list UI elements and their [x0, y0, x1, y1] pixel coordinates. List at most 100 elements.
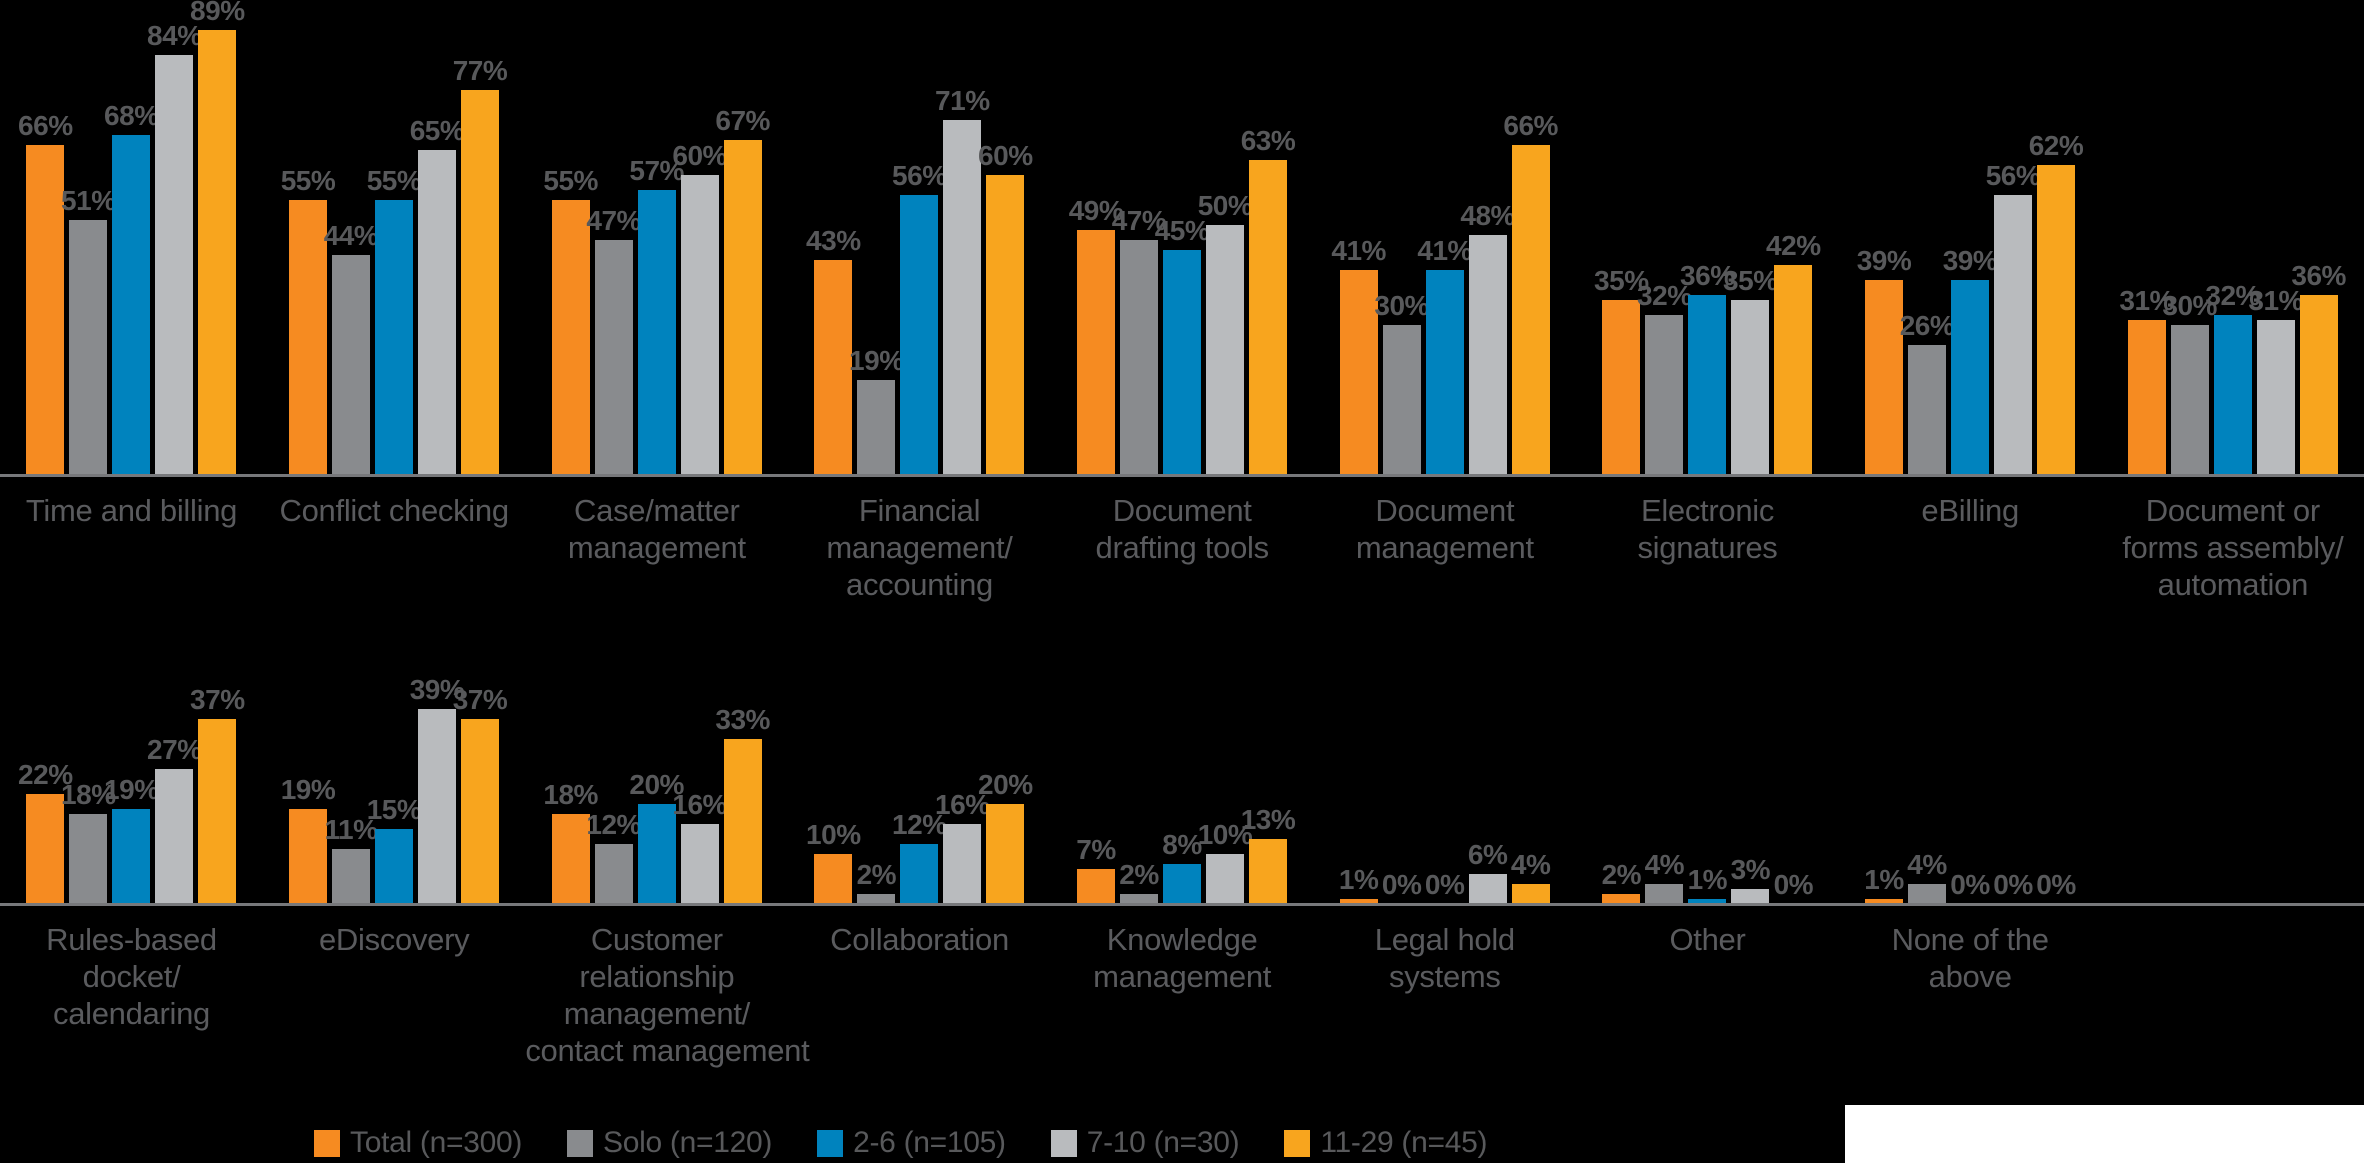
- value-label: 2%: [1119, 859, 1159, 890]
- value-label: 51%: [61, 185, 116, 216]
- bar-solo: 4%: [1907, 851, 1947, 904]
- bar-total: 43%: [806, 227, 861, 475]
- bar-group: 22% 18% 19% 27% 37%: [18, 686, 245, 904]
- bar-total: 41%: [1331, 237, 1386, 475]
- value-label: 13%: [1240, 804, 1296, 835]
- value-label: 41%: [1417, 235, 1472, 266]
- value-label: 16%: [672, 789, 727, 820]
- bar-total: 39%: [1857, 247, 1912, 475]
- bar-2-6: 41%: [1417, 237, 1472, 475]
- value-label: 35%: [1594, 265, 1649, 296]
- bar-group: 49% 47% 45% 50% 63%: [1069, 15, 1296, 475]
- bar-solo: 30%: [1374, 292, 1429, 475]
- value-label: 10%: [1197, 819, 1253, 850]
- bar-group: 55% 47% 57% 60% 67%: [543, 15, 770, 475]
- value-label: 60%: [672, 140, 727, 171]
- value-label: 68%: [104, 100, 159, 131]
- value-label: 37%: [190, 684, 245, 715]
- value-label: 30%: [2162, 290, 2217, 321]
- bar-group: 55% 44% 55% 65% 77%: [281, 15, 508, 475]
- bar-11-29: 13%: [1241, 806, 1296, 904]
- bar-total: 18%: [543, 781, 598, 904]
- x-axis-row-2: [0, 903, 2364, 906]
- white-rectangle: [1845, 1105, 2364, 1163]
- legend-item-solo: Solo (n=120): [567, 1128, 772, 1158]
- bar-2-6: 56%: [892, 162, 947, 475]
- legend-swatch-icon: [817, 1129, 844, 1157]
- value-label: 56%: [1985, 160, 2041, 191]
- value-label: 45%: [1154, 215, 1210, 246]
- bar-11-29: 66%: [1503, 112, 1558, 475]
- bar-group: 2% 4% 1% 3% 0%: [1602, 694, 1814, 904]
- value-label: 11%: [324, 814, 379, 845]
- value-label: 0%: [2036, 869, 2076, 900]
- value-label: 0%: [1993, 869, 2033, 900]
- category-label: Document or forms assembly/ automation: [2122, 493, 2344, 602]
- value-label: 37%: [452, 684, 508, 715]
- value-label: 19%: [849, 345, 904, 376]
- value-label: 67%: [715, 105, 770, 136]
- bar-solo: 30%: [2162, 292, 2217, 475]
- bar-2-6: 32%: [2205, 282, 2260, 475]
- value-label: 56%: [892, 160, 947, 191]
- bar-11-29: 60%: [978, 142, 1033, 475]
- category-label: Document drafting tools: [1095, 493, 1270, 565]
- bar-11-29: 37%: [190, 686, 245, 904]
- category-label: eBilling: [1921, 493, 2019, 528]
- value-label: 27%: [147, 734, 202, 765]
- value-label: 31%: [2119, 285, 2174, 316]
- bar-2-6: 55%: [367, 167, 422, 475]
- value-label: 44%: [323, 220, 379, 251]
- bar-2-6: 8%: [1162, 831, 1202, 904]
- bar-11-29: 36%: [2291, 262, 2346, 475]
- value-label: 3%: [1730, 854, 1771, 885]
- legend-item-7-10: 7-10 (n=30): [1050, 1126, 1240, 1159]
- value-label: 36%: [2291, 260, 2346, 291]
- value-label: 32%: [1637, 280, 1692, 311]
- category-label: Rules-based docket/ calendaring: [46, 922, 217, 1031]
- bar-7-10: 27%: [147, 736, 202, 904]
- bar-solo: 47%: [1112, 207, 1167, 475]
- value-label: 8%: [1162, 829, 1202, 860]
- bar-11-29: 89%: [190, 0, 245, 475]
- value-label: 2%: [856, 859, 897, 890]
- bar-total: 7%: [1076, 836, 1116, 904]
- bar-total: 22%: [18, 761, 73, 904]
- value-label: 47%: [586, 205, 641, 236]
- value-label: 20%: [978, 769, 1033, 800]
- bar-7-10: 10%: [1198, 821, 1253, 904]
- value-label: 22%: [18, 759, 73, 790]
- bar-7-10: 16%: [672, 791, 727, 904]
- category-label: Financial management/ accounting: [826, 493, 1013, 602]
- value-label: 39%: [1856, 245, 1912, 276]
- value-label: 4%: [1644, 849, 1685, 880]
- bar-group: 1% 0% 0% 6% 4%: [1338, 694, 1551, 904]
- bar-2-6: 1%: [1688, 866, 1728, 904]
- bar-solo: 19%: [849, 347, 904, 475]
- legend-label: Total (n=300): [350, 1126, 523, 1159]
- legend-label: 7-10 (n=30): [1086, 1126, 1240, 1159]
- bar-solo: 51%: [61, 187, 116, 475]
- bar-11-29: 37%: [453, 686, 508, 904]
- bar-total: 31%: [2119, 287, 2174, 475]
- bar-7-10: 35%: [1723, 267, 1778, 475]
- category-label: Legal hold systems: [1374, 922, 1515, 994]
- value-label: 10%: [806, 819, 861, 850]
- value-label: 1%: [1338, 864, 1379, 895]
- bar-solo: 26%: [1900, 312, 1955, 475]
- bar-total: 2%: [1602, 861, 1642, 904]
- legend-swatch-icon: [567, 1129, 594, 1157]
- category-label: Case/matter management: [567, 493, 746, 565]
- value-label: 16%: [935, 789, 990, 820]
- bar-total: 49%: [1069, 197, 1124, 475]
- value-label: 0%: [1773, 869, 1814, 900]
- category-label: None of the above: [1891, 922, 2049, 994]
- value-label: 60%: [978, 140, 1033, 171]
- value-label: 65%: [409, 115, 465, 146]
- bar-7-10: 84%: [147, 22, 202, 475]
- bar-solo: 18%: [61, 781, 116, 904]
- bar-11-29: 62%: [2029, 132, 2084, 475]
- value-label: 4%: [1907, 849, 1947, 880]
- value-label: 7%: [1076, 834, 1116, 865]
- bar-group: 31% 30% 32% 31% 36%: [2119, 15, 2346, 475]
